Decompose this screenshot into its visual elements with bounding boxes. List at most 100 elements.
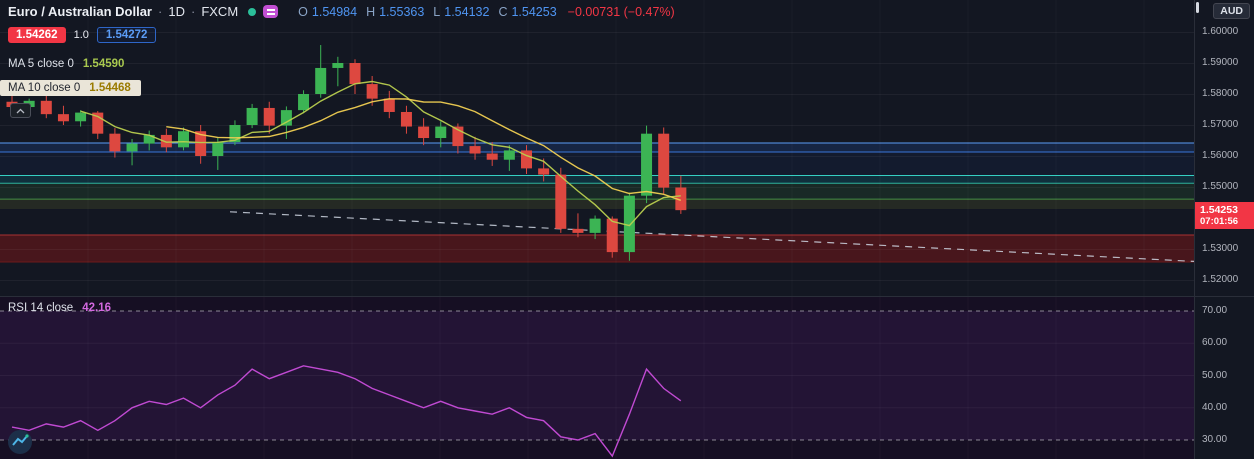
rsi-pane[interactable]: RSI 14 close 42.16 — [0, 296, 1194, 459]
price-axis-label: 1.53000 — [1202, 243, 1239, 254]
price-zone[interactable] — [0, 235, 1194, 263]
candle[interactable] — [349, 63, 361, 85]
candle[interactable] — [589, 218, 601, 233]
ma5-legend[interactable]: MA 5 close 0 1.54590 — [8, 58, 124, 70]
low-label: L — [433, 4, 441, 19]
candle[interactable] — [40, 100, 52, 115]
candle[interactable] — [195, 131, 207, 156]
candle[interactable] — [452, 126, 464, 147]
price-zone[interactable] — [0, 151, 1194, 176]
rsi-band — [0, 311, 1194, 440]
close-value: 1.54253 — [511, 4, 557, 19]
candle[interactable] — [229, 125, 241, 143]
candle[interactable] — [332, 63, 344, 68]
last-price-label: 1.54253 07:01:56 — [1195, 202, 1254, 229]
rsi-axis-label: 70.00 — [1202, 305, 1228, 316]
rsi-axis-label: 50.00 — [1202, 369, 1228, 381]
candle[interactable] — [109, 133, 121, 152]
ma-line[interactable] — [80, 80, 681, 227]
rsi-chart[interactable] — [0, 296, 1194, 459]
ma5-legend-value: 1.54590 — [82, 58, 125, 70]
candle[interactable] — [521, 150, 532, 169]
price-axis-label: 1.57000 — [1202, 119, 1239, 130]
rsi-axis-label: 60.00 — [1202, 337, 1228, 349]
candle[interactable] — [383, 98, 395, 112]
candle[interactable] — [435, 126, 447, 139]
ma10-legend-value: 1.54468 — [89, 82, 131, 94]
tradingview-logo[interactable] — [7, 429, 33, 455]
ask-button[interactable]: 1.54272 — [96, 27, 157, 43]
price-zone[interactable] — [0, 183, 1194, 200]
candle[interactable] — [606, 218, 618, 253]
candle[interactable] — [418, 126, 430, 139]
legend-collapse-button[interactable] — [10, 103, 31, 118]
candle[interactable] — [572, 228, 584, 233]
price-axis-label: 1.58000 — [1202, 88, 1239, 99]
rsi-legend[interactable]: RSI 14 close 42.16 — [8, 302, 111, 314]
candle[interactable] — [658, 133, 670, 188]
separator: · — [158, 4, 163, 19]
ma10-legend-label[interactable]: MA 10 close 0 — [8, 82, 81, 94]
candle[interactable] — [280, 110, 292, 126]
ma5-legend-label[interactable]: MA 5 close 0 — [8, 58, 74, 70]
candle[interactable] — [143, 134, 155, 144]
candle[interactable] — [400, 111, 412, 127]
change-value: −0.00731 (−0.47%) — [567, 4, 675, 19]
candle[interactable] — [298, 94, 310, 111]
price-zone[interactable] — [0, 142, 1194, 152]
candle[interactable] — [75, 112, 87, 122]
quantity-value[interactable]: 1.0 — [73, 29, 89, 41]
high-label: H — [366, 4, 376, 19]
candle[interactable] — [263, 107, 275, 126]
countdown-timer: 07:01:56 — [1200, 216, 1239, 227]
market-status-icon — [248, 7, 257, 16]
price-axis-label: 1.52000 — [1202, 274, 1239, 285]
ma-line[interactable] — [166, 98, 682, 201]
candle[interactable] — [623, 195, 635, 253]
candle[interactable] — [246, 107, 258, 125]
price-axis-label: 1.60000 — [1202, 26, 1239, 37]
scrollbar-thumb[interactable] — [1196, 2, 1199, 13]
candle[interactable] — [469, 146, 481, 154]
candle[interactable] — [92, 112, 104, 134]
price-axis-label: 1.56000 — [1202, 150, 1239, 161]
bid-button[interactable]: 1.54262 — [8, 27, 66, 43]
main-chart-pane[interactable] — [0, 0, 1194, 296]
price-axis[interactable]: AUD 1.54253 07:01:56 1.60000 1.59000 1.580… — [1194, 0, 1254, 459]
candlestick-chart[interactable] — [0, 0, 1194, 296]
close-label: C — [498, 4, 508, 19]
separator: · — [190, 4, 196, 19]
candle[interactable] — [126, 143, 138, 152]
pane-separator[interactable] — [0, 296, 1254, 297]
high-value: 1.55363 — [379, 4, 425, 19]
currency-button[interactable]: AUD — [1213, 3, 1250, 19]
price-zone[interactable] — [0, 175, 1194, 184]
rsi-axis-label: 40.00 — [1202, 401, 1228, 413]
candle[interactable] — [641, 133, 653, 196]
candle[interactable] — [366, 84, 378, 99]
low-value: 1.54132 — [444, 4, 490, 19]
symbol-header[interactable]: Euro / Australian Dollar · 1D · FXCM O 1.… — [8, 4, 675, 19]
candle[interactable] — [486, 153, 498, 160]
candle[interactable] — [675, 187, 687, 211]
candle[interactable] — [160, 134, 172, 148]
candle[interactable] — [555, 174, 567, 229]
candle[interactable] — [503, 150, 515, 160]
open-label: O — [298, 4, 308, 19]
trendline[interactable] — [229, 211, 1194, 262]
rsi-line[interactable] — [11, 365, 682, 458]
interval-label[interactable]: 1D — [168, 4, 185, 19]
chevron-up-icon — [16, 108, 25, 113]
rsi-legend-label[interactable]: RSI 14 close — [8, 302, 74, 314]
ma10-legend[interactable]: MA 10 close 0 1.54468 — [0, 80, 141, 96]
candle[interactable] — [538, 168, 550, 175]
price-zone[interactable] — [0, 199, 1194, 210]
candle[interactable] — [315, 67, 327, 94]
candle[interactable] — [212, 142, 224, 156]
candle[interactable] — [57, 114, 69, 122]
price-axis-label: 1.55000 — [1202, 181, 1239, 192]
purple-badge-icon[interactable] — [263, 5, 279, 18]
symbol-title[interactable]: Euro / Australian Dollar — [8, 4, 152, 19]
ohlc-readout: O 1.54984 H 1.55363 L 1.54132 C 1.54253 −0.0… — [298, 5, 675, 19]
candle[interactable] — [178, 131, 189, 148]
